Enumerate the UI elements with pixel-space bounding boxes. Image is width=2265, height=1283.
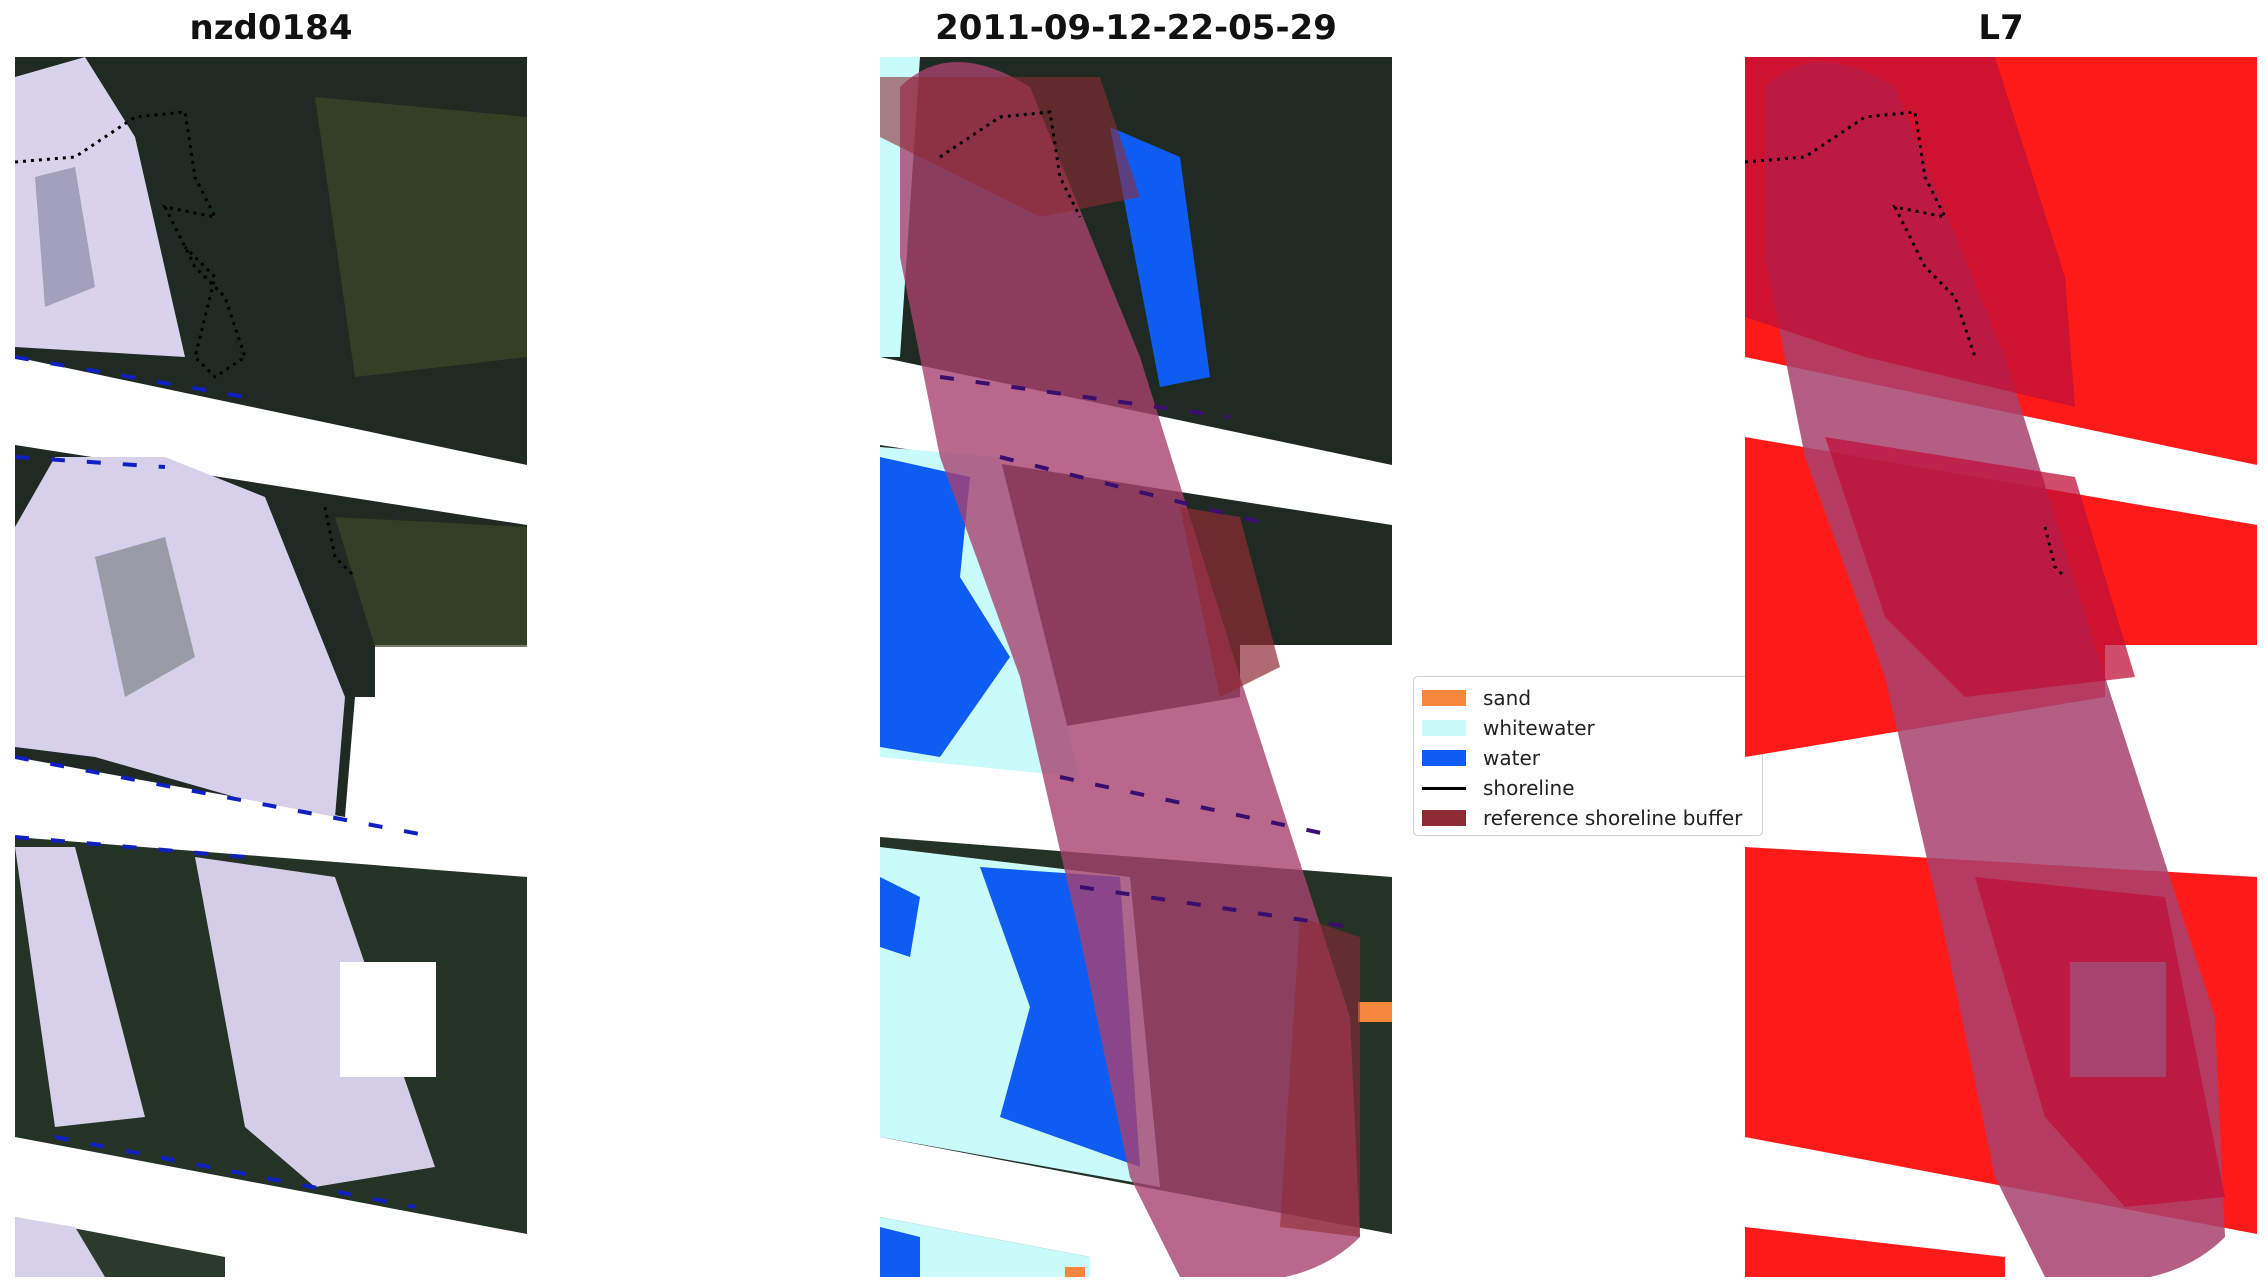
legend-label: water <box>1483 746 1540 770</box>
legend-item-sand: sand <box>1422 683 1754 713</box>
legend-item-buffer: reference shoreline buffer <box>1422 803 1754 833</box>
water-region <box>880 457 1010 757</box>
legend: sand whitewater water shoreline referenc… <box>1413 676 1763 836</box>
sand-region <box>1358 1002 1392 1022</box>
shoreline-line-swatch <box>1422 786 1466 790</box>
panel-title-classified: 2011-09-12-22-05-29 <box>935 8 1337 48</box>
legend-label: shoreline <box>1483 776 1575 800</box>
buffer-swatch <box>1422 810 1466 826</box>
water-swatch <box>1422 750 1466 766</box>
true-color-image <box>15 57 527 1277</box>
classified-image-panel <box>880 57 1392 1277</box>
surf-zone <box>195 857 435 1187</box>
whitewater-region <box>880 1217 1090 1277</box>
surf-shadow <box>95 537 195 697</box>
panel-title-image: nzd0184 <box>189 8 353 48</box>
reference-shoreline <box>15 110 357 579</box>
no-data-block <box>340 962 436 1077</box>
sand-swatch <box>1422 690 1466 706</box>
legend-item-shoreline: shoreline <box>1422 773 1754 803</box>
mask-strip-4 <box>1745 1227 2005 1277</box>
legend-label: sand <box>1483 686 1532 710</box>
true-color-image-panel <box>15 57 527 1277</box>
legend-item-whitewater: whitewater <box>1422 713 1754 743</box>
water-region <box>880 1227 920 1277</box>
reference-shoreline-buffer <box>900 62 1360 1277</box>
classified-image <box>880 57 1392 1277</box>
surf-shadow <box>35 167 95 307</box>
legend-item-water: water <box>1422 743 1754 773</box>
surf-zone <box>15 847 145 1127</box>
surf-zone <box>15 1217 105 1277</box>
shoreline <box>939 110 1082 218</box>
detection-mask-panel <box>1745 57 2257 1277</box>
reference-shoreline <box>1745 110 2067 579</box>
water-region <box>880 877 920 957</box>
detection-mask <box>1745 57 2257 1277</box>
legend-label: reference shoreline buffer <box>1483 806 1743 830</box>
legend-label: whitewater <box>1483 716 1595 740</box>
sand-region <box>1065 1267 1085 1277</box>
forest-texture <box>335 517 527 647</box>
forest-texture <box>315 97 527 377</box>
whitewater-swatch <box>1422 720 1466 736</box>
panel-title-mask: L7 <box>1978 8 2024 48</box>
